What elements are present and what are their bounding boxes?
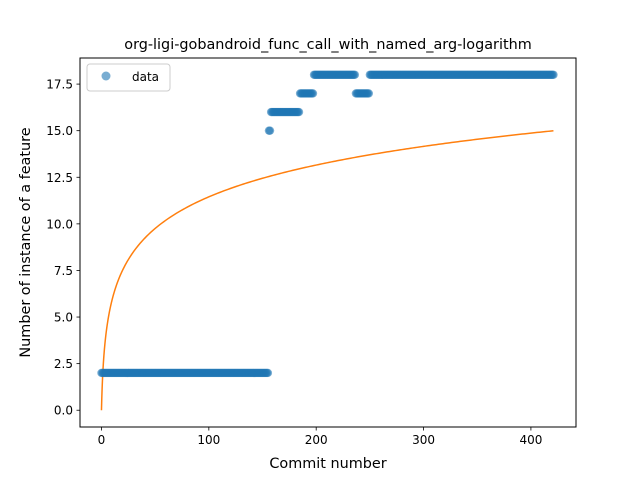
data-point <box>350 70 360 79</box>
y-tick-label: 10.0 <box>46 217 73 231</box>
y-axis-label: Number of instance of a feature <box>18 127 34 357</box>
y-tick-label: 12.5 <box>46 171 73 185</box>
data-point <box>265 126 275 135</box>
x-tick-label: 100 <box>197 433 220 447</box>
y-tick-label: 5.0 <box>54 311 73 325</box>
y-tick-label: 2.5 <box>54 357 73 371</box>
plot-frame <box>79 57 577 428</box>
chart-title: org-ligi-gobandroid_func_call_with_named… <box>124 37 531 53</box>
x-tick-label: 200 <box>305 433 328 447</box>
data-point <box>308 89 318 98</box>
y-axis-ticks: 0.0 2.5 5.0 7.5 10.0 12.5 15.0 17.5 <box>46 78 80 418</box>
legend-label-data: data <box>132 70 159 84</box>
data-point <box>263 368 273 378</box>
x-tick-label: 400 <box>519 433 542 447</box>
data-point <box>364 89 373 98</box>
data-points-layer <box>97 70 558 378</box>
x-axis-label: Commit number <box>269 456 386 472</box>
data-point <box>549 70 558 79</box>
y-tick-label: 17.5 <box>46 78 73 92</box>
x-tick-label: 300 <box>412 433 435 447</box>
legend: data <box>86 63 171 92</box>
fit-line <box>100 130 554 411</box>
data-point <box>294 107 304 117</box>
y-tick-label: 7.5 <box>54 264 73 278</box>
fit-line-layer <box>100 130 554 411</box>
legend-frame <box>86 63 171 92</box>
y-tick-label: 15.0 <box>46 124 73 138</box>
legend-marker-data <box>101 71 111 81</box>
x-axis-ticks: 0 100 200 300 400 <box>98 427 542 447</box>
y-tick-label: 0.0 <box>54 404 73 418</box>
x-tick-label: 0 <box>98 433 106 447</box>
